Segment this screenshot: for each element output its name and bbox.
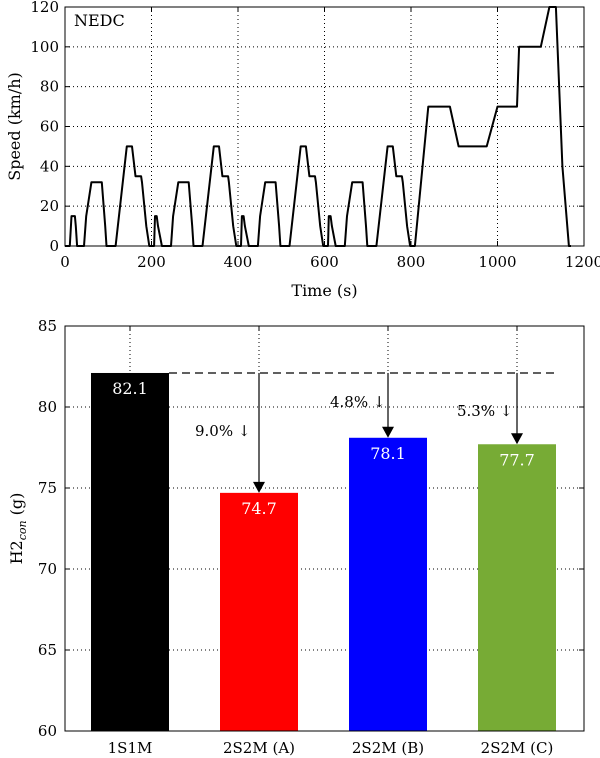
y-tick-label: 100 — [30, 38, 59, 56]
y-tick-label: 80 — [40, 78, 59, 96]
y-tick-label: 120 — [30, 0, 59, 16]
bar-2s2m-a — [220, 492, 298, 731]
reduction-label: 5.3% ↓ — [457, 402, 512, 420]
x-category-label: 2S2M (C) — [481, 739, 554, 757]
y-tick-label: 85 — [38, 317, 57, 335]
x-tick-label: 600 — [310, 253, 339, 271]
bar-2s2m-b — [349, 437, 427, 731]
reduction-label: 9.0% ↓ — [195, 422, 250, 440]
x-category-label: 1S1M — [108, 739, 153, 757]
y-tick-label: 20 — [40, 197, 59, 215]
chart-annotation: NEDC — [74, 11, 125, 30]
y-tick-label: 60 — [38, 722, 57, 740]
x-tick-label: 1000 — [478, 253, 516, 271]
x-tick-label: 400 — [224, 253, 253, 271]
y-tick-label: 0 — [49, 237, 59, 255]
y-axis-label: H2con (g) — [7, 493, 29, 565]
x-category-label: 2S2M (A) — [223, 739, 295, 757]
h2-consumption-chart: 60 65 70 75 80 85 82.1 1S1M 74.7 2S2M (A) 78.1 2S2M… — [7, 317, 585, 757]
reduction-arrow-head — [382, 426, 394, 438]
bar-2s2m-c — [478, 444, 556, 731]
bar-value-label: 78.1 — [370, 444, 406, 463]
x-tick-label: 800 — [397, 253, 426, 271]
y-tick-label: 40 — [40, 157, 59, 175]
y-tick-label: 65 — [38, 641, 57, 659]
x-axis-label: Time (s) — [291, 281, 357, 300]
bar-value-label: 82.1 — [112, 379, 148, 398]
plot-frame — [64, 6, 585, 247]
plot-frame — [64, 325, 585, 732]
bar-value-label: 77.7 — [499, 450, 535, 469]
speed-profile-chart: 0 200 400 600 800 1000 1200 0 20 40 60 80 100 120 NEDC… — [5, 0, 600, 300]
y-tick-label: 70 — [38, 560, 57, 578]
reduction-arrow-head — [253, 481, 265, 493]
y-axis-label: Speed (km/h) — [5, 72, 24, 181]
reduction-label: 4.8% ↓ — [330, 393, 385, 411]
x-tick-label: 0 — [60, 253, 70, 271]
bar-1s1m — [91, 372, 169, 731]
y-tick-label: 80 — [38, 398, 57, 416]
x-category-label: 2S2M (B) — [352, 739, 424, 757]
x-tick-label: 200 — [137, 253, 166, 271]
reduction-arrow-head — [511, 433, 523, 445]
x-tick-label: 1200 — [565, 253, 600, 271]
y-tick-label: 75 — [38, 479, 57, 497]
bar-value-label: 74.7 — [241, 499, 277, 518]
y-tick-label: 60 — [40, 118, 59, 136]
